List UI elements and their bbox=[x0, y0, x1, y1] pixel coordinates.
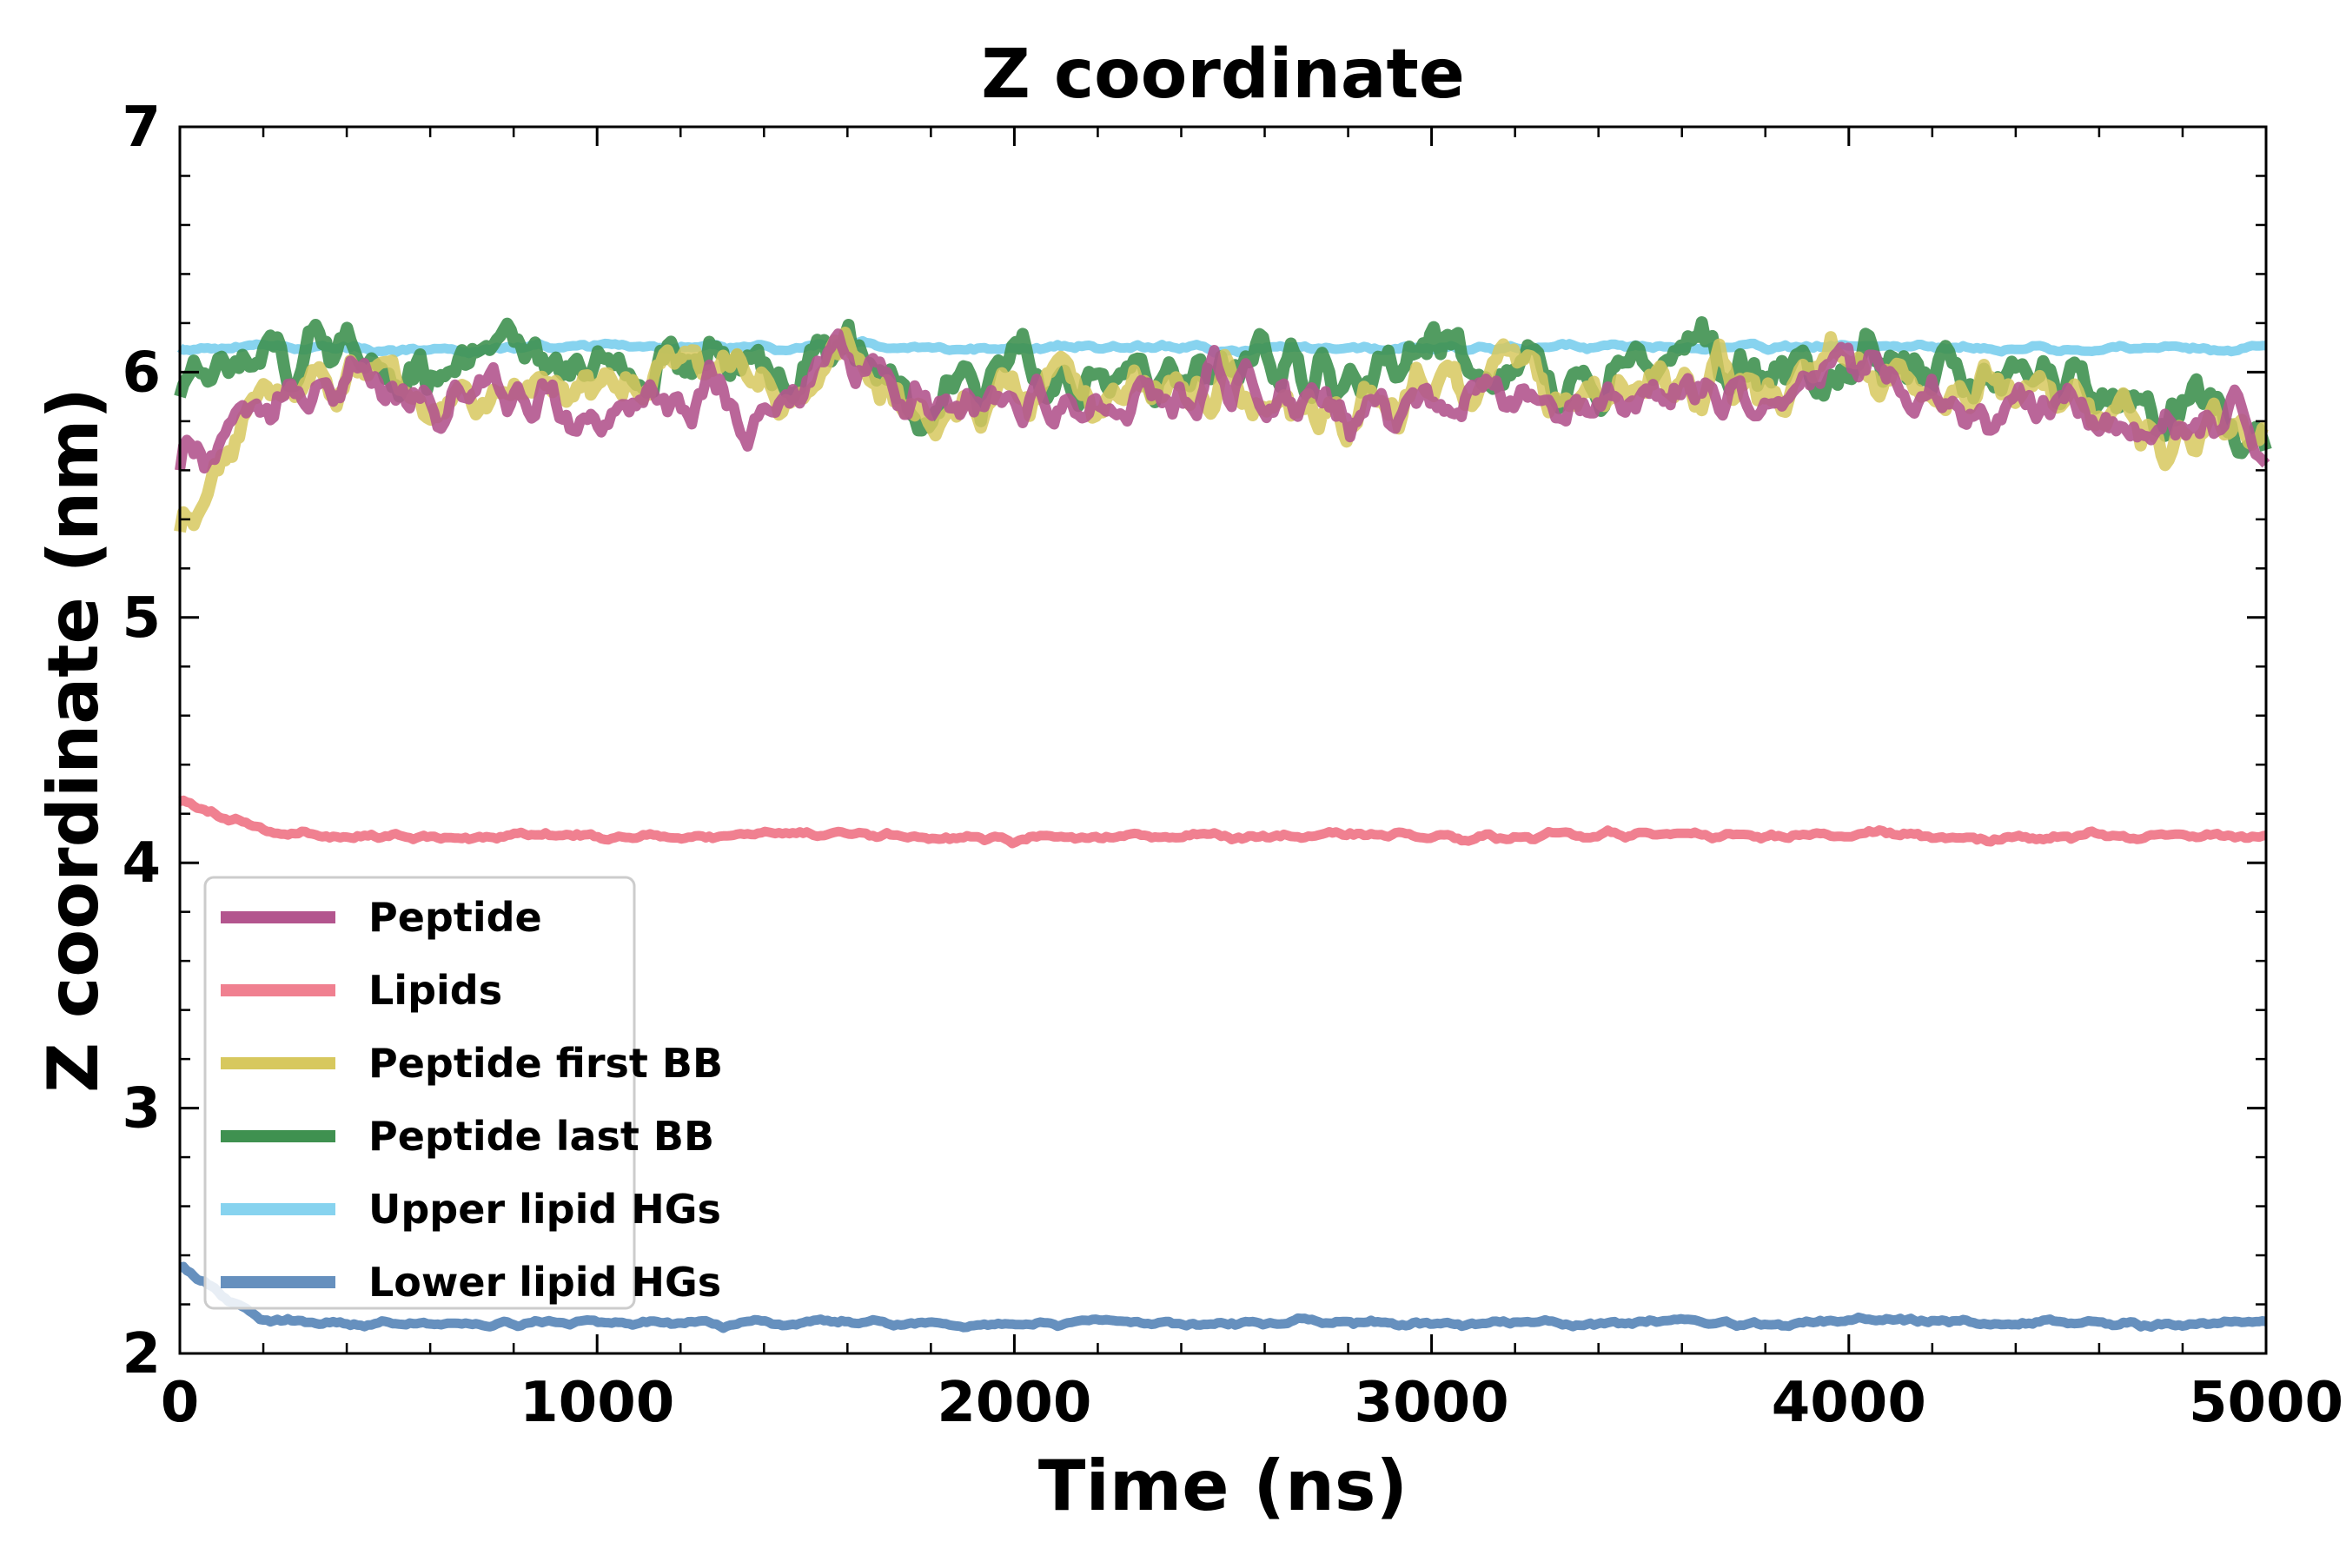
series-line-lower-lipid-hgs bbox=[178, 1261, 2268, 1333]
x-tick-label: 0 bbox=[161, 1371, 200, 1435]
y-tick-label: 2 bbox=[122, 1322, 161, 1386]
legend-box bbox=[203, 876, 636, 1310]
x-tick-label: 5000 bbox=[2189, 1371, 2343, 1435]
x-tick-label: 4000 bbox=[1772, 1371, 1926, 1435]
legend: Peptide Lipids Peptide first BB Peptide las… bbox=[203, 876, 723, 1310]
legend-label: Peptide bbox=[368, 894, 542, 941]
y-tick-label: 4 bbox=[122, 831, 161, 896]
y-tick-label: 6 bbox=[122, 341, 161, 405]
series-line-peptide bbox=[175, 328, 2270, 474]
series-line-peptide-first-bb bbox=[174, 327, 2269, 533]
x-tick-label: 1000 bbox=[520, 1371, 674, 1435]
legend-label: Peptide last BB bbox=[368, 1113, 714, 1160]
legend-label: Lower lipid HGs bbox=[368, 1259, 721, 1306]
legend-label: Lipids bbox=[368, 967, 502, 1014]
series-line-lipids bbox=[178, 795, 2268, 849]
y-tick-label: 3 bbox=[122, 1077, 161, 1141]
plot-frame bbox=[178, 125, 2268, 1355]
chart-title: Z coordinate bbox=[981, 36, 1465, 114]
y-axis-label: Z coordinate (nm) bbox=[33, 387, 114, 1093]
ticks-layer: 0 1000 2000 3000 4000 5000 2 3 4 5 6 7 bbox=[122, 96, 2343, 1435]
y-tick-label: 5 bbox=[122, 586, 161, 651]
series-layer bbox=[174, 316, 2272, 1333]
x-axis-label: Time (ns) bbox=[1038, 1446, 1408, 1526]
x-tick-label: 3000 bbox=[1355, 1371, 1509, 1435]
x-tick-label: 2000 bbox=[937, 1371, 1091, 1435]
legend-label: Peptide first BB bbox=[368, 1040, 723, 1087]
legend-items: Peptide Lipids Peptide first BB Peptide las… bbox=[221, 894, 723, 1306]
legend-label: Upper lipid HGs bbox=[368, 1186, 721, 1233]
y-tick-label: 7 bbox=[122, 96, 161, 160]
